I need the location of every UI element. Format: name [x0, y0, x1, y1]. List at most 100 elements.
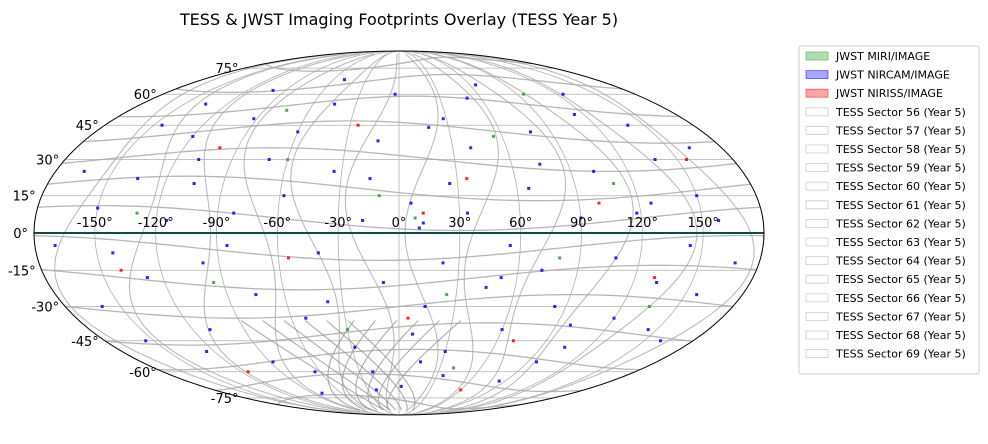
jwst-nircam-footprint — [695, 293, 699, 297]
jwst-nircam-footprint — [271, 88, 275, 92]
tess-sector-outline — [386, 320, 462, 411]
jwst-footprints — [53, 78, 737, 395]
jwst-nircam-footprint — [443, 350, 447, 353]
jwst-nircam-footprint — [252, 117, 256, 121]
jwst-nircam-footprint — [376, 139, 380, 143]
jwst-nircam-footprint — [136, 177, 140, 181]
jwst-nircam-footprint — [441, 374, 445, 378]
jwst-miri-footprint — [445, 293, 449, 297]
chart-title: TESS & JWST Imaging Footprints Overlay (… — [179, 10, 618, 29]
jwst-nircam-footprint — [497, 379, 501, 383]
jwst-nircam-footprint — [353, 345, 357, 349]
jwst-nircam-footprint — [572, 113, 576, 116]
legend-swatch — [805, 256, 829, 266]
legend-swatch — [805, 70, 829, 79]
jwst-nircam-footprint — [304, 316, 308, 320]
jwst-nircam-footprint — [393, 92, 397, 96]
jwst-nircam-footprint — [538, 162, 542, 166]
legend-swatch — [805, 88, 829, 98]
jwst-nircam-footprint — [205, 350, 209, 353]
tess-sector-outline — [262, 320, 391, 411]
jwst-nircam-footprint — [111, 251, 115, 255]
jwst-nircam-footprint — [499, 276, 503, 280]
jwst-nircam-footprint — [579, 216, 583, 220]
sky-map — [34, 51, 764, 415]
jwst-nircam-footprint — [465, 96, 469, 100]
tess-sector-outline — [83, 120, 715, 144]
jwst-nircam-footprint — [612, 316, 616, 320]
legend-swatch — [805, 200, 829, 210]
legend-swatch — [805, 293, 829, 303]
jwst-miri-footprint — [612, 182, 616, 185]
jwst-nircam-footprint — [144, 339, 148, 343]
tess-sector-outline — [34, 234, 764, 262]
legend-label: JWST NIRCAM/IMAGE — [835, 69, 950, 82]
longitude-tick-label: 90° — [570, 216, 593, 231]
legend-swatch — [805, 163, 829, 173]
jwst-nircam-footprint — [271, 360, 275, 364]
legend-swatch — [805, 181, 829, 191]
jwst-nircam-footprint — [368, 177, 372, 181]
latitude-tick-label: 30° — [36, 154, 59, 169]
jwst-miri-footprint — [286, 158, 290, 161]
jwst-niriss-footprint — [465, 177, 469, 181]
jwst-nircam-footprint — [508, 244, 512, 247]
latitude-tick-label: 75° — [215, 62, 238, 77]
jwst-nircam-footprint — [232, 211, 236, 215]
legend-label: TESS Sector 69 (Year 5) — [835, 348, 966, 361]
jwst-nircam-footprint — [653, 158, 657, 161]
longitude-tick-label: 120° — [627, 216, 658, 231]
jwst-miri-footprint — [522, 92, 526, 96]
legend-label: JWST NIRISS/IMAGE — [835, 87, 943, 100]
latitude-tick-label: 60° — [134, 88, 157, 103]
legend-swatch — [805, 237, 829, 247]
jwst-nircam-footprint — [191, 134, 195, 138]
jwst-nircam-footprint — [411, 332, 414, 336]
jwst-nircam-footprint — [535, 360, 538, 364]
jwst-nircam-footprint — [649, 201, 653, 205]
tess-sector-outline — [341, 320, 376, 411]
longitude-tick-label: -150° — [77, 216, 113, 231]
jwst-nircam-footprint — [427, 125, 431, 129]
jwst-miri-footprint — [346, 328, 349, 332]
jwst-nircam-footprint — [145, 276, 149, 280]
jwst-niriss-footprint — [421, 211, 425, 215]
jwst-nircam-footprint — [201, 261, 205, 265]
sky-frame — [33, 50, 765, 416]
jwst-nircam-footprint — [332, 169, 336, 173]
latitude-tick-labels: 75° 60° 45° 30° 15° 0° -15° -30° -45° -60° -75° — [8, 62, 239, 407]
jwst-nircam-footprint — [160, 123, 164, 127]
tess-sector-outline — [41, 264, 757, 291]
longitude-tick-label: -30° — [324, 216, 352, 231]
jwst-niriss-footprint — [246, 370, 250, 374]
jwst-nircam-footprint — [540, 268, 544, 272]
longitude-tick-labels: -150° -120° -90° -60° -30° 0° 30° 60° 90° 120° 150… — [77, 216, 719, 231]
jwst-nircam-footprint — [417, 226, 421, 230]
latitude-tick-label: -30° — [31, 301, 59, 316]
jwst-miri-footprint — [285, 108, 289, 112]
legend-swatch — [805, 51, 829, 61]
jwst-nircam-footprint — [500, 328, 504, 332]
latitude-tick-label: 15° — [13, 190, 36, 205]
legend-swatch — [805, 126, 829, 135]
legend-swatch — [805, 218, 829, 228]
jwst-nircam-footprint — [423, 305, 427, 308]
latitude-tick-label: -60° — [129, 366, 157, 381]
jwst-niriss-footprint — [597, 201, 601, 205]
jwst-nircam-footprint — [296, 130, 300, 134]
jwst-nircam-footprint — [316, 251, 320, 255]
jwst-nircam-footprint — [371, 370, 375, 374]
longitude-tick-label: -90° — [203, 216, 231, 231]
jwst-nircam-footprint — [100, 305, 104, 308]
jwst-nircam-footprint — [646, 328, 650, 332]
legend-label: JWST MIRI/IMAGE — [835, 50, 930, 63]
jwst-nircam-footprint — [197, 158, 201, 161]
legend-label: TESS Sector 65 (Year 5) — [835, 273, 966, 286]
legend-label: TESS Sector 67 (Year 5) — [835, 310, 966, 323]
jwst-nircam-footprint — [82, 169, 86, 173]
jwst-nircam-footprint — [192, 182, 196, 185]
tess-sector-outline — [367, 320, 419, 411]
jwst-niriss-footprint — [653, 276, 657, 280]
jwst-nircam-footprint — [626, 123, 630, 127]
tess-sector-outline — [327, 320, 360, 411]
